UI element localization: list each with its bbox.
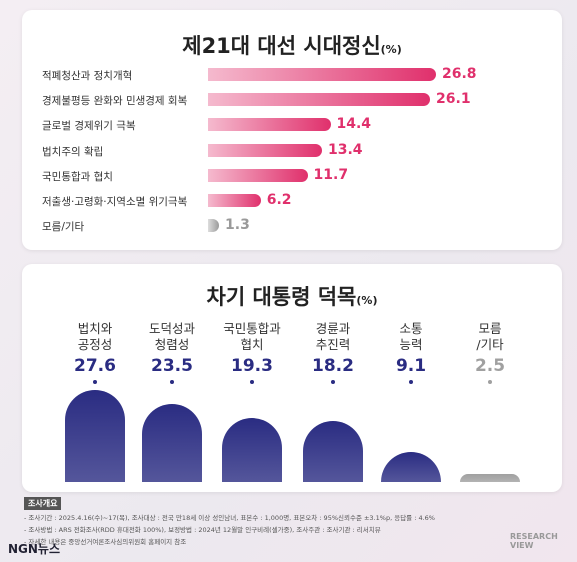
value-label: 6.2 [266,192,292,208]
bar [208,143,322,157]
category-label: 국민통합과 협치 [42,170,113,183]
value-label: 26.8 [442,66,477,82]
category-label: 글로벌 경제위기 극복 [42,120,136,133]
category-label: 소통 능력 [399,321,423,352]
dot [93,380,97,384]
value-label: 13.4 [328,141,363,158]
bar [208,118,331,132]
bar [303,421,363,482]
note-line: - 조사방법 : ARS 전화조사(RDD 휴대전화 100%), 보정방법 :… [24,526,381,534]
chart-title: 차기 대통령 덕목(%) [22,281,562,311]
note-heading: 조사개요 [24,497,62,510]
category-label: 법치주의 확립 [42,145,104,158]
bar [142,403,202,482]
value-label: 9.1 [395,356,427,376]
bar [208,68,436,81]
chart-title: 제21대 대선 시대정신(%) [22,30,562,60]
dot [331,380,335,384]
value-label: 27.6 [74,356,116,376]
category-label: 경륜과 추진력 [315,321,351,352]
value-label: 26.1 [436,91,471,108]
note-line: - 조사기간 : 2025.4.16(수)~17(목), 조사대상 : 전국 만… [24,514,435,522]
bar [65,390,125,482]
bar [208,93,431,107]
value-label: 11.7 [313,166,349,183]
bar [208,168,308,182]
bar [208,219,220,233]
title-text: 차기 대통령 덕목 [206,285,357,309]
note-lines: - 조사기간 : 2025.4.16(수)~17(목), 조사대상 : 전국 만… [24,512,435,548]
category-label: 모름/기타 [42,221,85,234]
value-label: 23.5 [151,356,193,376]
category-label: 도덕성과 청렴성 [148,321,195,352]
bar [222,417,282,482]
unit: (%) [380,43,402,56]
value-label: 2.5 [474,356,506,376]
note-line: - 자세한 내용은 중앙선거여론조사심의위원회 홈페이지 참조 [24,538,187,546]
value-label: 14.4 [336,116,372,133]
bar [460,473,520,482]
value-label: 18.2 [312,356,354,376]
value-label: 1.3 [225,217,250,234]
dot [250,380,254,384]
category-label: 적폐청산과 정치개혁 [42,70,133,82]
logo-left: NGN뉴스 [8,542,61,556]
category-label: 법치와 공정성 [77,321,113,352]
category-label: 모름 /기타 [476,321,504,352]
dot [488,380,492,384]
dot [409,380,413,384]
logo-right: RESEARCH VIEW [510,532,558,550]
dot [170,380,174,384]
category-label: 저출생·고령화·지역소멸 위기극복 [42,196,188,208]
unit: (%) [356,294,378,307]
title-text: 제21대 대선 시대정신 [182,34,381,58]
category-label: 경제불평등 완화와 민생경제 회복 [42,95,188,108]
bar [208,194,261,207]
value-label: 19.3 [231,356,273,376]
category-label: 국민통합과 협치 [223,321,281,352]
